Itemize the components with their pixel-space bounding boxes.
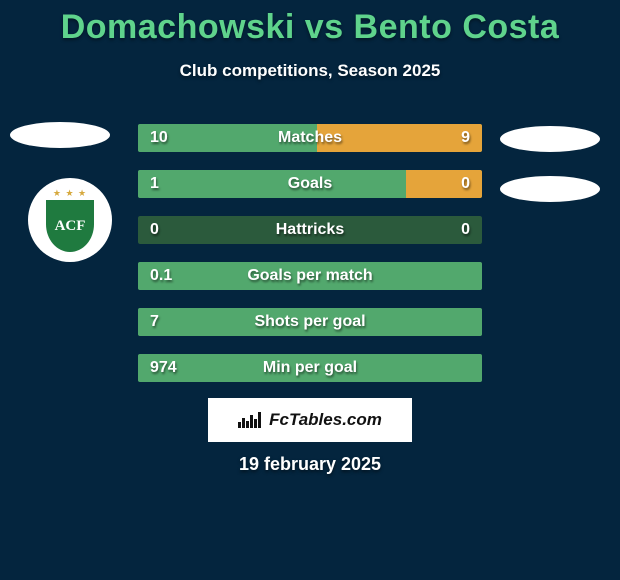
stat-rows: 10Matches91Goals00Hattricks00.1Goals per… xyxy=(138,124,482,400)
stat-row: 10Matches9 xyxy=(138,124,482,152)
stat-row: 1Goals0 xyxy=(138,170,482,198)
page-title: Domachowski vs Bento Costa xyxy=(0,0,620,47)
stat-label: Hattricks xyxy=(138,216,482,244)
stat-label: Goals xyxy=(138,170,482,198)
player-photo-placeholder-left xyxy=(10,122,110,148)
subtitle: Club competitions, Season 2025 xyxy=(0,61,620,81)
stat-row: 974Min per goal xyxy=(138,354,482,382)
club-badge-text: ACF xyxy=(55,218,86,235)
stat-label: Shots per goal xyxy=(138,308,482,336)
club-logo-left: ★ ★ ★ ACF xyxy=(28,178,112,262)
stat-value-right: 0 xyxy=(461,170,470,198)
stat-value-right: 9 xyxy=(461,124,470,152)
stat-label: Min per goal xyxy=(138,354,482,382)
club-stars-icon: ★ ★ ★ xyxy=(53,188,87,199)
date-label: 19 february 2025 xyxy=(0,454,620,475)
brand-logo-icon xyxy=(238,412,261,428)
stat-label: Matches xyxy=(138,124,482,152)
stat-label: Goals per match xyxy=(138,262,482,290)
club-logo-placeholder-right xyxy=(500,176,600,202)
comparison-widget: Domachowski vs Bento Costa Club competit… xyxy=(0,0,620,580)
stat-row: 0Hattricks0 xyxy=(138,216,482,244)
brand-box[interactable]: FcTables.com xyxy=(208,398,412,442)
club-shield: ACF xyxy=(46,200,94,252)
stat-row: 7Shots per goal xyxy=(138,308,482,336)
player-photo-placeholder-right xyxy=(500,126,600,152)
brand-text: FcTables.com xyxy=(269,410,382,430)
stat-row: 0.1Goals per match xyxy=(138,262,482,290)
stat-value-right: 0 xyxy=(461,216,470,244)
